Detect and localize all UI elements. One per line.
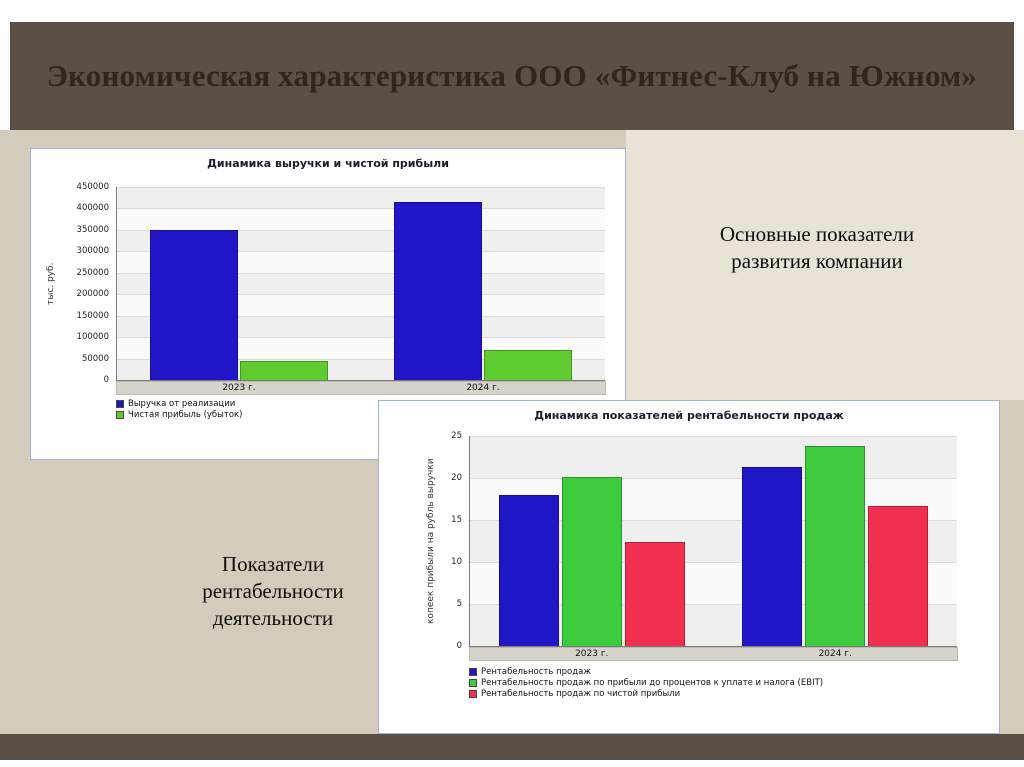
bar-group — [150, 187, 328, 380]
bar — [624, 541, 685, 646]
bar — [498, 494, 559, 646]
y-tick-label: 300000 — [76, 246, 109, 257]
bar — [150, 229, 238, 380]
x-tick-label: 2024 г. — [818, 649, 852, 659]
slide-title-bar: Экономическая характеристика ООО «Фитнес… — [10, 22, 1014, 130]
plot-band — [117, 358, 605, 380]
slide-footer-bar — [0, 734, 1024, 760]
y-axis-ticks: 0 5 10 15 20 25 — [441, 431, 465, 651]
gridline — [117, 272, 605, 274]
legend-item: Рентабельность продаж по чистой прибыли — [469, 689, 823, 699]
y-tick-label: 0 — [103, 375, 109, 385]
plot-band — [470, 436, 957, 478]
x-axis-band: 2023 г. 2024 г. — [116, 381, 606, 395]
chart-title: Динамика показателей рентабельности прод… — [534, 409, 844, 422]
y-tick-label: 450000 — [76, 182, 109, 192]
plot-band — [117, 251, 605, 273]
legend-item: Рентабельность продаж по прибыли до проц… — [469, 678, 823, 688]
bar-group — [498, 436, 685, 646]
bar — [805, 446, 866, 646]
y-tick-label: 10 — [451, 557, 462, 567]
legend-swatch — [469, 690, 477, 698]
legend-swatch — [469, 668, 477, 676]
plot-band — [117, 272, 605, 295]
caption-profitability: Показатели рентабельности деятельности — [202, 552, 344, 630]
bar — [742, 467, 803, 646]
legend-swatch — [469, 679, 477, 687]
x-tick-label: 2024 г. — [466, 383, 500, 393]
caption-company-indicators: Основные показатели развития компании — [719, 222, 915, 273]
chart-legend: Выручка от реализации Чистая прибыль (убы… — [116, 399, 242, 420]
gridline — [470, 436, 957, 437]
gridline — [470, 478, 957, 479]
legend-swatch — [116, 411, 124, 419]
gridline — [117, 187, 605, 188]
y-tick-label: 20 — [451, 473, 462, 483]
y-tick-label: 5 — [456, 599, 462, 609]
y-axis-ticks: 0 50000 100000 150000 200000 250000 300000 3500… — [66, 182, 112, 385]
bar — [484, 349, 572, 380]
gridline — [470, 604, 957, 605]
legend-item: Рентабельность продаж — [469, 667, 823, 677]
y-tick-label: 250000 — [76, 267, 109, 278]
bar — [394, 202, 482, 380]
y-axis-label: тыс. руб. — [46, 262, 56, 305]
plot-area — [116, 187, 605, 381]
bar-group — [394, 187, 572, 380]
gridline — [117, 251, 605, 253]
gridline — [117, 337, 605, 339]
legend-label: Чистая прибыль (убыток) — [128, 410, 243, 420]
y-tick-label: 150000 — [76, 310, 109, 321]
legend-item: Чистая прибыль (убыток) — [116, 410, 242, 420]
bar — [868, 505, 929, 646]
y-axis-label: копеек прибыли на рубль выручки — [426, 458, 436, 624]
y-tick-label: 400000 — [76, 203, 109, 214]
legend-label: Рентабельность продаж по прибыли до проц… — [481, 678, 824, 688]
x-tick-label: 2023 г. — [222, 383, 256, 393]
bar — [561, 477, 622, 646]
slide-title: Экономическая характеристика ООО «Фитнес… — [46, 58, 978, 93]
x-tick-label: 2023 г. — [575, 649, 609, 659]
chart-profitability-ratios: Динамика показателей рентабельности прод… — [378, 400, 1000, 734]
y-tick-label: 15 — [451, 515, 462, 525]
legend-label: Выручка от реализации — [128, 399, 236, 409]
legend-item: Выручка от реализации — [116, 399, 242, 409]
gridline — [117, 294, 605, 296]
gridline — [470, 562, 957, 563]
plot-band — [117, 187, 605, 209]
plot-band — [117, 315, 605, 338]
gridline — [117, 229, 605, 231]
y-tick-label: 50000 — [81, 353, 109, 364]
plot-band — [117, 294, 605, 316]
y-tick-label: 100000 — [76, 332, 109, 343]
legend-label: Рентабельность продаж по чистой прибыли — [481, 689, 681, 699]
chart-revenue-profit: Динамика выручки и чистой прибыли тыс. р… — [30, 148, 626, 460]
gridline — [117, 315, 605, 317]
y-tick-label: 25 — [451, 431, 462, 441]
y-tick-label: 200000 — [76, 289, 109, 300]
x-axis-band: 2023 г. 2024 г. — [469, 647, 958, 661]
gridline — [117, 358, 605, 360]
gridline — [117, 208, 605, 210]
legend-swatch — [116, 400, 124, 408]
y-tick-label: 350000 — [76, 224, 109, 235]
legend-label: Рентабельность продаж — [481, 667, 591, 677]
right-highlight-panel — [626, 130, 1024, 400]
plot-band — [117, 337, 605, 359]
bar-group — [742, 436, 929, 646]
plot-band — [117, 229, 605, 252]
bar-groups — [470, 436, 957, 646]
y-tick-label: 0 — [456, 641, 462, 651]
chart-title: Динамика выручки и чистой прибыли — [207, 157, 449, 170]
plot-band — [117, 208, 605, 230]
plot-area — [469, 436, 957, 647]
bar-groups — [117, 187, 605, 380]
bar — [240, 360, 328, 380]
chart-legend: Рентабельность продаж Рентабельность прод… — [469, 667, 823, 699]
gridline — [470, 520, 957, 521]
